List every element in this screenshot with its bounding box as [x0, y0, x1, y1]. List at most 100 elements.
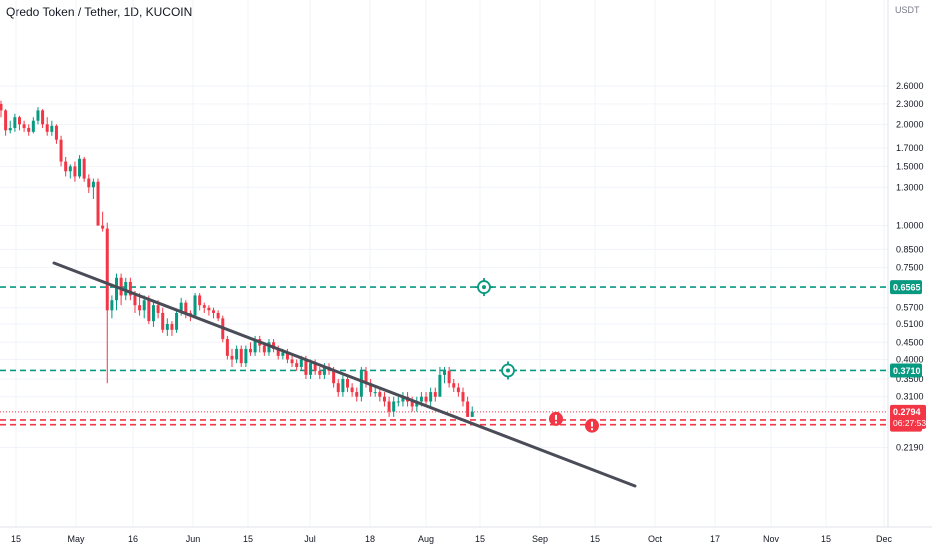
candle-body: [175, 312, 179, 330]
candle: [13, 113, 17, 132]
candle: [87, 174, 91, 193]
candle: [336, 378, 340, 397]
candle-body: [392, 401, 396, 412]
candle-body: [101, 225, 105, 229]
candle-body: [346, 378, 349, 388]
candle-body: [456, 387, 460, 393]
candle-body: [179, 302, 183, 313]
candle: [170, 321, 174, 336]
time-tick-label: Dec: [876, 534, 893, 544]
candle-body: [4, 110, 8, 131]
candle-body: [304, 359, 308, 375]
candle-body: [202, 305, 206, 308]
candle-body: [45, 124, 49, 132]
candle-body: [262, 345, 266, 353]
candle-body: [59, 139, 63, 162]
level-label: 0.6565: [893, 283, 921, 293]
candle: [54, 124, 58, 144]
candle-body: [313, 363, 317, 371]
candle: [244, 345, 248, 367]
candle-body: [350, 387, 354, 393]
level-label-box: [890, 363, 922, 378]
candle-body: [8, 128, 12, 131]
candle-body: [161, 312, 165, 330]
candle-body: [96, 181, 100, 226]
candle-body: [27, 128, 31, 132]
candle: [73, 161, 77, 182]
candle-body: [267, 342, 271, 353]
candle-body: [433, 392, 437, 397]
candle-body: [272, 342, 276, 349]
price-tick-label: 2.0000: [896, 119, 924, 129]
candle: [443, 366, 447, 384]
candle: [295, 359, 299, 371]
candle-body: [17, 117, 21, 125]
candle: [17, 115, 21, 131]
candle: [115, 273, 118, 311]
candle: [216, 310, 220, 322]
candle: [8, 120, 12, 134]
candle-body: [378, 392, 382, 397]
candle-body: [73, 166, 77, 177]
price-tick-label: 1.7000: [896, 143, 924, 153]
candle: [165, 318, 169, 336]
time-tick-label: Oct: [648, 534, 663, 544]
candle: [198, 293, 202, 311]
candle-body: [382, 396, 386, 402]
candle-body: [424, 396, 428, 402]
candle-body: [341, 378, 345, 393]
candle: [258, 335, 262, 353]
time-tick-label: 16: [128, 534, 138, 544]
candle: [429, 387, 433, 407]
candle: [461, 387, 465, 407]
price-tick-label: 2.3000: [896, 99, 924, 109]
candle-body: [142, 300, 146, 311]
candle-body: [470, 411, 474, 417]
candle-body: [443, 370, 447, 375]
candle: [207, 305, 211, 316]
candle-body: [212, 310, 216, 313]
candle-body: [336, 383, 340, 393]
candle-body: [253, 339, 257, 353]
candle-body: [87, 178, 91, 188]
candle: [387, 396, 391, 417]
candle: [151, 300, 155, 327]
candle: [91, 178, 95, 199]
candle-body: [36, 110, 40, 121]
candle: [290, 355, 294, 367]
time-tick-label: 18: [365, 534, 375, 544]
candle: [105, 222, 109, 384]
time-tick-label: 15: [821, 534, 831, 544]
candle: [355, 387, 359, 402]
candle: [401, 392, 405, 407]
candle: [212, 307, 216, 319]
candle-body: [276, 348, 280, 356]
candle-body: [207, 307, 211, 311]
candle: [27, 124, 31, 136]
candle: [373, 387, 377, 397]
candle: [202, 302, 206, 313]
price-tick-label: 0.3500: [896, 374, 924, 384]
trendline: [52, 261, 637, 488]
candle-body: [415, 401, 419, 407]
candle: [225, 335, 229, 360]
candle-body: [401, 396, 405, 402]
candle: [318, 366, 322, 379]
candle-body: [396, 401, 400, 403]
candle: [456, 383, 460, 397]
price-tick-label: 0.8500: [896, 244, 924, 254]
candle: [175, 310, 179, 333]
candle-body: [230, 355, 234, 360]
candle-body: [68, 166, 72, 172]
currency-label: USDT: [895, 5, 920, 15]
price-tick-label: 0.3100: [896, 392, 924, 402]
candle-body: [115, 277, 118, 301]
candle: [0, 100, 3, 118]
candle-body: [110, 300, 114, 311]
countdown-label: 06:27:53: [893, 418, 926, 428]
price-tick-label: 1.5000: [896, 161, 924, 171]
candle-body: [216, 312, 220, 319]
candle-body: [438, 374, 442, 397]
candle: [382, 392, 386, 407]
